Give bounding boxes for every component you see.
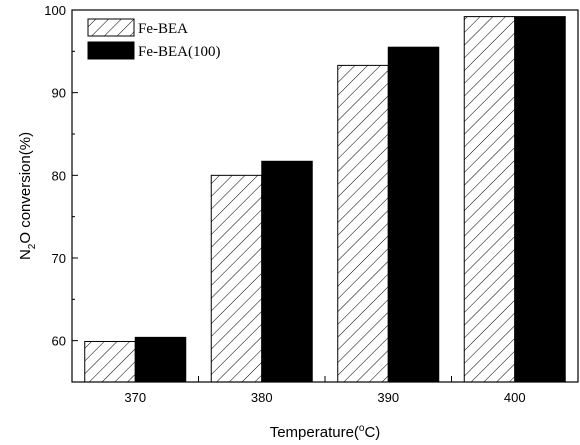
- x-axis-label: Temperature(oC): [270, 423, 381, 441]
- legend-swatch: [87, 18, 135, 37]
- y-axis-label-sub: 2: [27, 243, 38, 249]
- x-tick-label: 400: [504, 390, 526, 405]
- legend-label: Fe-BEA(100): [138, 44, 221, 60]
- x-axis-label-main: Temperature(: [270, 424, 359, 441]
- bar-fe-bea-100-400: [514, 16, 566, 383]
- legend-swatch: [87, 41, 135, 60]
- y-tick-label: 60: [52, 334, 66, 349]
- bar-fe-bea-380: [210, 174, 263, 383]
- bar-fe-bea-100-370: [134, 336, 187, 383]
- bars-group: [84, 16, 566, 383]
- y-tick-label: 80: [52, 168, 66, 183]
- x-tick-label: 390: [377, 390, 399, 405]
- bar-fe-bea-400: [463, 16, 516, 383]
- y-tick-label: 100: [44, 3, 66, 18]
- y-axis-label-end: O conversion(%): [17, 132, 34, 244]
- x-tick-label: 380: [251, 390, 273, 405]
- y-axis-label: N2O conversion(%): [17, 132, 38, 260]
- y-tick-label: 90: [52, 86, 66, 101]
- y-axis: 60 70 80 90 100: [44, 3, 78, 383]
- bar-fe-bea-100-390: [387, 46, 440, 383]
- x-axis-label-degree: o: [359, 423, 365, 434]
- x-axis: 370 380 390 400: [124, 376, 526, 405]
- legend: Fe-BEA Fe-BEA(100): [87, 18, 221, 60]
- bar-fe-bea-100-380: [261, 160, 313, 383]
- legend-label: Fe-BEA: [138, 21, 188, 37]
- y-tick-label: 70: [52, 251, 66, 266]
- y-axis-label-main: N: [17, 249, 34, 260]
- bar-fe-bea-390: [337, 64, 389, 383]
- bar-fe-bea-370: [84, 340, 136, 383]
- x-tick-label: 370: [124, 390, 146, 405]
- x-axis-label-end: C): [364, 424, 380, 441]
